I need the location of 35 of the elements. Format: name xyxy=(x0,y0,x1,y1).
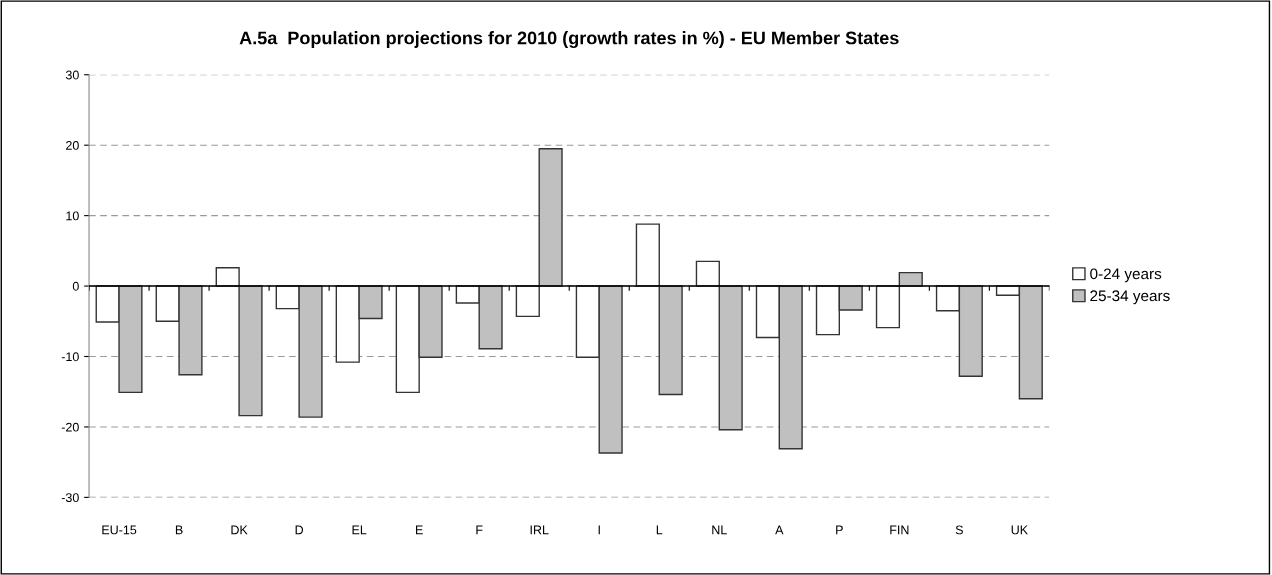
y-tick-label: -30 xyxy=(61,493,79,503)
bar xyxy=(635,223,660,287)
bar xyxy=(718,285,743,431)
x-tick-label: E xyxy=(416,525,423,535)
x-tick-label: F xyxy=(476,525,483,535)
x-tick-label: P xyxy=(836,525,843,535)
x-tick-label: DK xyxy=(231,525,248,535)
x-tick-label: L xyxy=(656,525,663,535)
bar xyxy=(658,285,683,396)
y-tick-label: 30 xyxy=(65,70,79,80)
bar xyxy=(515,285,540,318)
x-tick-label: NL xyxy=(712,525,727,535)
x-tick-label: I xyxy=(598,525,600,535)
x-tick-label: UK xyxy=(1011,525,1028,535)
y-tick-label: 0 xyxy=(72,281,79,291)
y-tick-label: 20 xyxy=(66,140,79,150)
x-tick-label: EL xyxy=(352,525,367,535)
x-tick-label: EU-15 xyxy=(102,525,137,535)
y-tick-label: -10 xyxy=(61,352,79,362)
bar xyxy=(538,148,563,287)
x-tick-label: S xyxy=(955,525,963,535)
bar xyxy=(695,260,720,287)
y-tick-label: -20 xyxy=(61,422,79,432)
x-tick-label: A xyxy=(775,525,784,535)
x-tick-label: FIN xyxy=(890,525,909,535)
bar xyxy=(875,285,901,329)
x-tick-label: IRL xyxy=(530,525,549,535)
x-tick-label: B xyxy=(175,525,183,535)
y-tick-label: 10 xyxy=(66,211,79,221)
x-tick-label: D xyxy=(295,525,304,535)
bar xyxy=(238,285,263,417)
legend-label: 0-24 years xyxy=(1090,268,1162,283)
legend-label: 25-34 years xyxy=(1090,290,1170,305)
chart-title: A.5a Population projections for 2010 (growth rates in %) - EU Member States xyxy=(239,31,899,49)
bar xyxy=(215,267,240,287)
